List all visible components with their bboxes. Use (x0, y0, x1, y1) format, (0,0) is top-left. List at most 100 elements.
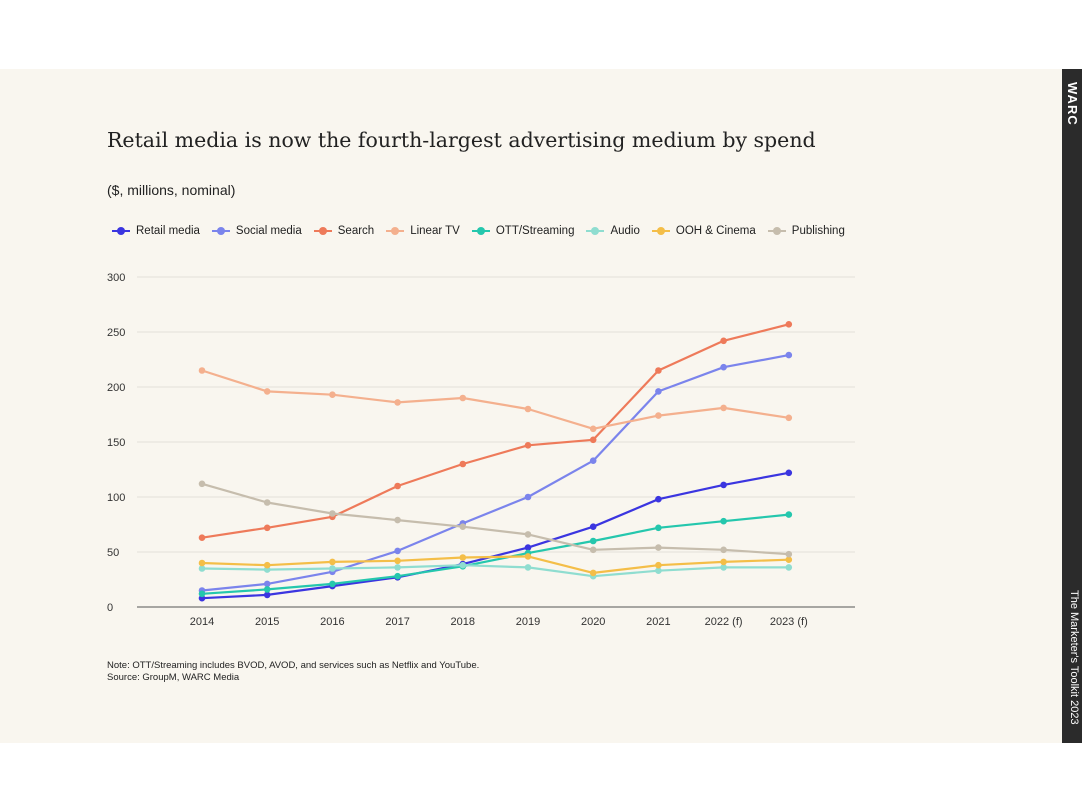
data-point-search (394, 482, 401, 490)
y-tick-label: 300 (107, 272, 125, 284)
data-point-search (263, 524, 271, 532)
data-point-search (459, 460, 467, 468)
brand-logo: WARC (1065, 82, 1080, 126)
legend-item: Publishing (767, 225, 845, 237)
data-point-ooh-cinema (394, 557, 401, 565)
data-point-retail-media (785, 469, 793, 477)
data-point-search (720, 337, 727, 345)
slide-background (0, 69, 1062, 743)
data-point-publishing (524, 531, 532, 538)
legend-item: Linear TV (386, 225, 460, 237)
legend-swatch (211, 226, 230, 236)
data-point-ooh-cinema (459, 554, 467, 561)
x-tick-label: 2020 (581, 616, 605, 628)
legend-item: Retail media (112, 225, 200, 237)
series-line-audio (201, 564, 789, 578)
legend-swatch (112, 226, 130, 236)
legend-label: Retail media (136, 225, 200, 237)
source-text: Source: GroupM, WARC Media (107, 672, 240, 683)
y-tick-label: 250 (107, 327, 125, 339)
legend-swatch (767, 226, 786, 236)
data-point-search (589, 436, 597, 444)
side-label: The Marketer's Toolkit 2023 (1068, 590, 1080, 725)
series-line-search (201, 323, 790, 539)
legend-item: Search (313, 225, 374, 237)
y-tick-label: 0 (107, 602, 113, 614)
x-tick-label: 2019 (516, 616, 540, 628)
data-point-ooh-cinema (329, 558, 336, 566)
legend-swatch (586, 226, 605, 236)
data-point-audio (720, 564, 727, 571)
data-point-ooh-cinema (785, 556, 793, 563)
legend-swatch (651, 226, 670, 236)
data-point-linear-tv (198, 367, 206, 374)
x-tick-label: 2015 (255, 616, 279, 628)
chart-footnote: Note: OTT/Streaming includes BVOD, AVOD,… (107, 660, 479, 684)
data-point-social-media (720, 363, 727, 371)
data-point-social-media (785, 351, 793, 359)
data-point-publishing (459, 523, 467, 530)
data-point-ott-streaming (263, 586, 271, 593)
data-point-retail-media (655, 495, 662, 503)
data-point-audio (459, 561, 467, 569)
x-tick-label: 2022 (f) (705, 616, 743, 628)
data-point-linear-tv (720, 404, 727, 412)
y-tick-label: 200 (107, 382, 125, 394)
data-point-ooh-cinema (198, 559, 206, 567)
data-point-search (524, 442, 532, 449)
data-point-ott-streaming (655, 524, 662, 532)
data-point-linear-tv (655, 412, 662, 419)
data-point-audio (198, 565, 206, 572)
data-point-linear-tv (589, 425, 597, 433)
data-point-audio (524, 564, 532, 571)
chart-legend: Retail media Social media Search Linear TV O… (112, 225, 857, 237)
chart-title: Retail media is now the fourth-largest a… (107, 128, 816, 152)
chart-subtitle: ($, millions, nominal) (107, 182, 236, 198)
y-tick-label: 150 (107, 437, 125, 449)
data-point-retail-media (720, 481, 727, 489)
data-point-publishing (329, 510, 336, 517)
data-point-social-media (589, 457, 597, 465)
legend-swatch (471, 226, 490, 236)
data-point-ott-streaming (198, 590, 206, 598)
data-point-social-media (263, 580, 271, 588)
x-tick-label: 2016 (320, 616, 344, 628)
series-line-linear-tv (201, 369, 789, 430)
data-point-publishing (394, 516, 401, 524)
data-point-search (785, 321, 793, 328)
sidebar (1062, 69, 1082, 743)
legend-item: Social media (211, 225, 302, 237)
data-point-audio (329, 565, 336, 572)
y-tick-label: 100 (107, 492, 125, 504)
data-point-publishing (655, 544, 662, 551)
legend-item: OOH & Cinema (651, 225, 756, 237)
legend-label: Publishing (791, 225, 845, 237)
x-tick-label: 2014 (190, 616, 214, 628)
series-line-ooh-cinema (201, 555, 789, 575)
series-line-ott-streaming (201, 513, 789, 595)
legend-swatch (313, 226, 332, 236)
data-point-linear-tv (329, 391, 336, 399)
data-point-ott-streaming (329, 580, 336, 588)
data-point-social-media (655, 388, 662, 395)
data-point-publishing (198, 480, 206, 488)
legend-label: Linear TV (410, 225, 460, 237)
legend-label: OOH & Cinema (675, 225, 756, 237)
data-point-linear-tv (524, 405, 532, 413)
series-line-social-media (201, 354, 790, 592)
legend-swatch (386, 226, 405, 236)
data-point-search (198, 534, 206, 541)
data-point-publishing (720, 546, 727, 554)
data-point-audio (394, 564, 401, 571)
data-point-ott-streaming (720, 517, 727, 525)
legend-item: Audio (586, 225, 640, 237)
note-text: Note: OTT/Streaming includes BVOD, AVOD,… (107, 660, 480, 671)
data-point-ooh-cinema (263, 561, 271, 569)
data-point-audio (785, 564, 793, 571)
data-point-ooh-cinema (589, 569, 597, 577)
data-point-ooh-cinema (720, 558, 727, 566)
y-tick-label: 50 (107, 547, 119, 559)
data-point-retail-media (524, 544, 532, 551)
data-point-linear-tv (263, 388, 271, 395)
